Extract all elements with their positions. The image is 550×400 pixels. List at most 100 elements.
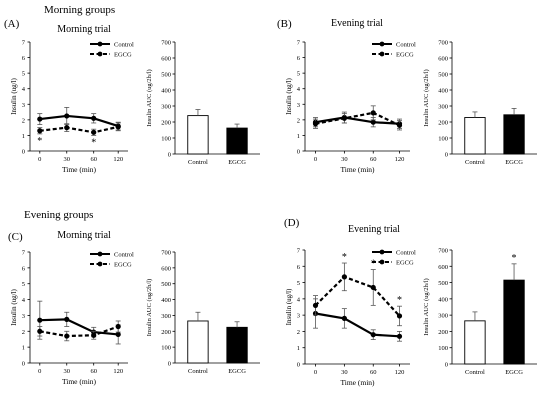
y-tick-label: 6 bbox=[297, 264, 301, 271]
y-tick-label: 5 bbox=[297, 71, 300, 78]
x-tick-label: 30 bbox=[341, 369, 348, 376]
legend-label: Control bbox=[396, 250, 416, 257]
series-control bbox=[312, 298, 403, 342]
y-tick-label: 7 bbox=[297, 248, 301, 255]
data-point bbox=[396, 313, 403, 319]
series-line bbox=[315, 116, 400, 125]
data-point bbox=[370, 284, 376, 291]
y-tick-label: 700 bbox=[438, 40, 448, 47]
y-tick-label: 400 bbox=[438, 88, 448, 95]
x-tick-label: 0 bbox=[38, 368, 41, 375]
y-tick-label: 1 bbox=[297, 133, 300, 140]
y-axis-label: Insulin AUC (ug/2h/l) bbox=[146, 69, 153, 126]
series-line bbox=[39, 325, 119, 338]
y-tick-label: 7 bbox=[22, 250, 26, 257]
x-tick-label: EGCG bbox=[505, 369, 523, 376]
y-tick-label: 700 bbox=[161, 40, 171, 47]
series-control bbox=[312, 111, 403, 129]
y-axis-label: Insulin (ug/l) bbox=[285, 77, 293, 114]
data-point bbox=[396, 122, 403, 128]
y-tick-label: 600 bbox=[161, 265, 171, 272]
y-tick-label: 2 bbox=[22, 329, 25, 336]
data-point bbox=[312, 121, 319, 127]
bar-egcg bbox=[503, 279, 525, 365]
x-tick-label: 120 bbox=[113, 156, 123, 163]
series-egcg bbox=[312, 105, 403, 131]
data-point bbox=[115, 124, 121, 130]
bar-egcg bbox=[226, 127, 248, 155]
y-tick-label: 0 bbox=[445, 362, 448, 369]
chart-a-line: Morning trial 0 1 2 3 4 5 6 7 0 30 60 120 Time (min) I… bbox=[10, 24, 134, 174]
y-tick-label: 600 bbox=[438, 56, 448, 63]
panel-label-d: (D) bbox=[284, 217, 300, 229]
bar-control bbox=[464, 320, 486, 365]
data-point bbox=[37, 317, 43, 323]
y-tick-label: 300 bbox=[438, 104, 448, 111]
y-tick-label: 1 bbox=[297, 345, 300, 352]
y-tick-label: 0 bbox=[22, 361, 25, 368]
x-tick-label: 120 bbox=[395, 156, 405, 163]
series-line bbox=[315, 111, 400, 127]
y-tick-label: 600 bbox=[161, 56, 171, 63]
x-tick-label: 30 bbox=[64, 368, 71, 375]
legend-item: EGCG bbox=[90, 262, 132, 269]
bar-control bbox=[187, 320, 209, 364]
legend-marker bbox=[97, 251, 103, 257]
y-tick-label: 2 bbox=[297, 117, 300, 124]
y-axis-label: Insulin (ug/l) bbox=[285, 288, 293, 325]
legend-marker bbox=[379, 41, 385, 47]
y-axis-label: Insulin (ug/l) bbox=[10, 77, 18, 114]
legend-item: Control bbox=[372, 42, 416, 49]
data-point bbox=[37, 328, 43, 334]
x-tick-label: EGCG bbox=[228, 368, 246, 375]
series-egcg bbox=[37, 320, 121, 342]
y-tick-label: 500 bbox=[161, 281, 171, 288]
y-axis-label: Insulin AUC (ug/2h/l) bbox=[423, 69, 430, 126]
x-tick-label: 0 bbox=[314, 156, 317, 163]
legend-item: EGCG bbox=[372, 260, 414, 267]
y-tick-label: 3 bbox=[22, 102, 25, 109]
y-tick-label: 4 bbox=[297, 86, 301, 93]
y-tick-label: 6 bbox=[22, 55, 26, 62]
panel-label-c: (C) bbox=[8, 231, 23, 243]
x-tick-label: 0 bbox=[38, 156, 41, 163]
y-tick-label: 3 bbox=[22, 313, 25, 320]
significance-mark: * bbox=[512, 253, 517, 264]
legend-item: EGCG bbox=[372, 52, 414, 59]
legend-label: EGCG bbox=[114, 52, 132, 59]
chart-title: Evening trial bbox=[331, 18, 383, 29]
chart-title: Morning trial bbox=[57, 230, 111, 241]
x-axis-label: Time (min) bbox=[62, 377, 97, 386]
group-title-evening: Evening groups bbox=[24, 209, 93, 221]
significance-mark: * bbox=[371, 259, 376, 270]
x-tick-label: Control bbox=[188, 159, 208, 166]
series-control bbox=[37, 300, 121, 345]
bar-egcg bbox=[226, 326, 248, 364]
y-tick-label: 7 bbox=[297, 40, 301, 47]
x-tick-label: Control bbox=[465, 369, 485, 376]
y-tick-label: 5 bbox=[297, 280, 300, 287]
data-point bbox=[91, 332, 97, 338]
y-tick-label: 4 bbox=[22, 86, 26, 93]
significance-mark: * bbox=[342, 252, 347, 263]
y-tick-label: 4 bbox=[22, 297, 26, 304]
chart-b-bar: 0 100 200 300 400 500 600 700 Insulin AUC (ug/2h… bbox=[423, 40, 537, 166]
x-tick-label: 0 bbox=[314, 369, 317, 376]
y-axis-label: Insulin AUC (ug/2h/l) bbox=[146, 279, 153, 336]
y-tick-label: 7 bbox=[22, 40, 26, 47]
series-line bbox=[315, 312, 400, 338]
legend-label: EGCG bbox=[114, 262, 132, 269]
y-tick-label: 200 bbox=[161, 120, 171, 127]
legend-label: Control bbox=[396, 42, 416, 49]
data-point bbox=[91, 129, 97, 135]
data-point bbox=[370, 110, 376, 116]
data-point bbox=[37, 116, 43, 122]
y-tick-label: 1 bbox=[22, 345, 25, 352]
y-tick-label: 400 bbox=[161, 297, 171, 304]
series-control bbox=[37, 107, 121, 131]
y-tick-label: 300 bbox=[438, 313, 448, 320]
x-tick-label: Control bbox=[465, 159, 485, 166]
chart-b-line: Evening trial 0 1 2 3 4 5 6 7 0 30 60 120 Time (min) I… bbox=[285, 18, 416, 174]
series-line bbox=[39, 318, 119, 336]
